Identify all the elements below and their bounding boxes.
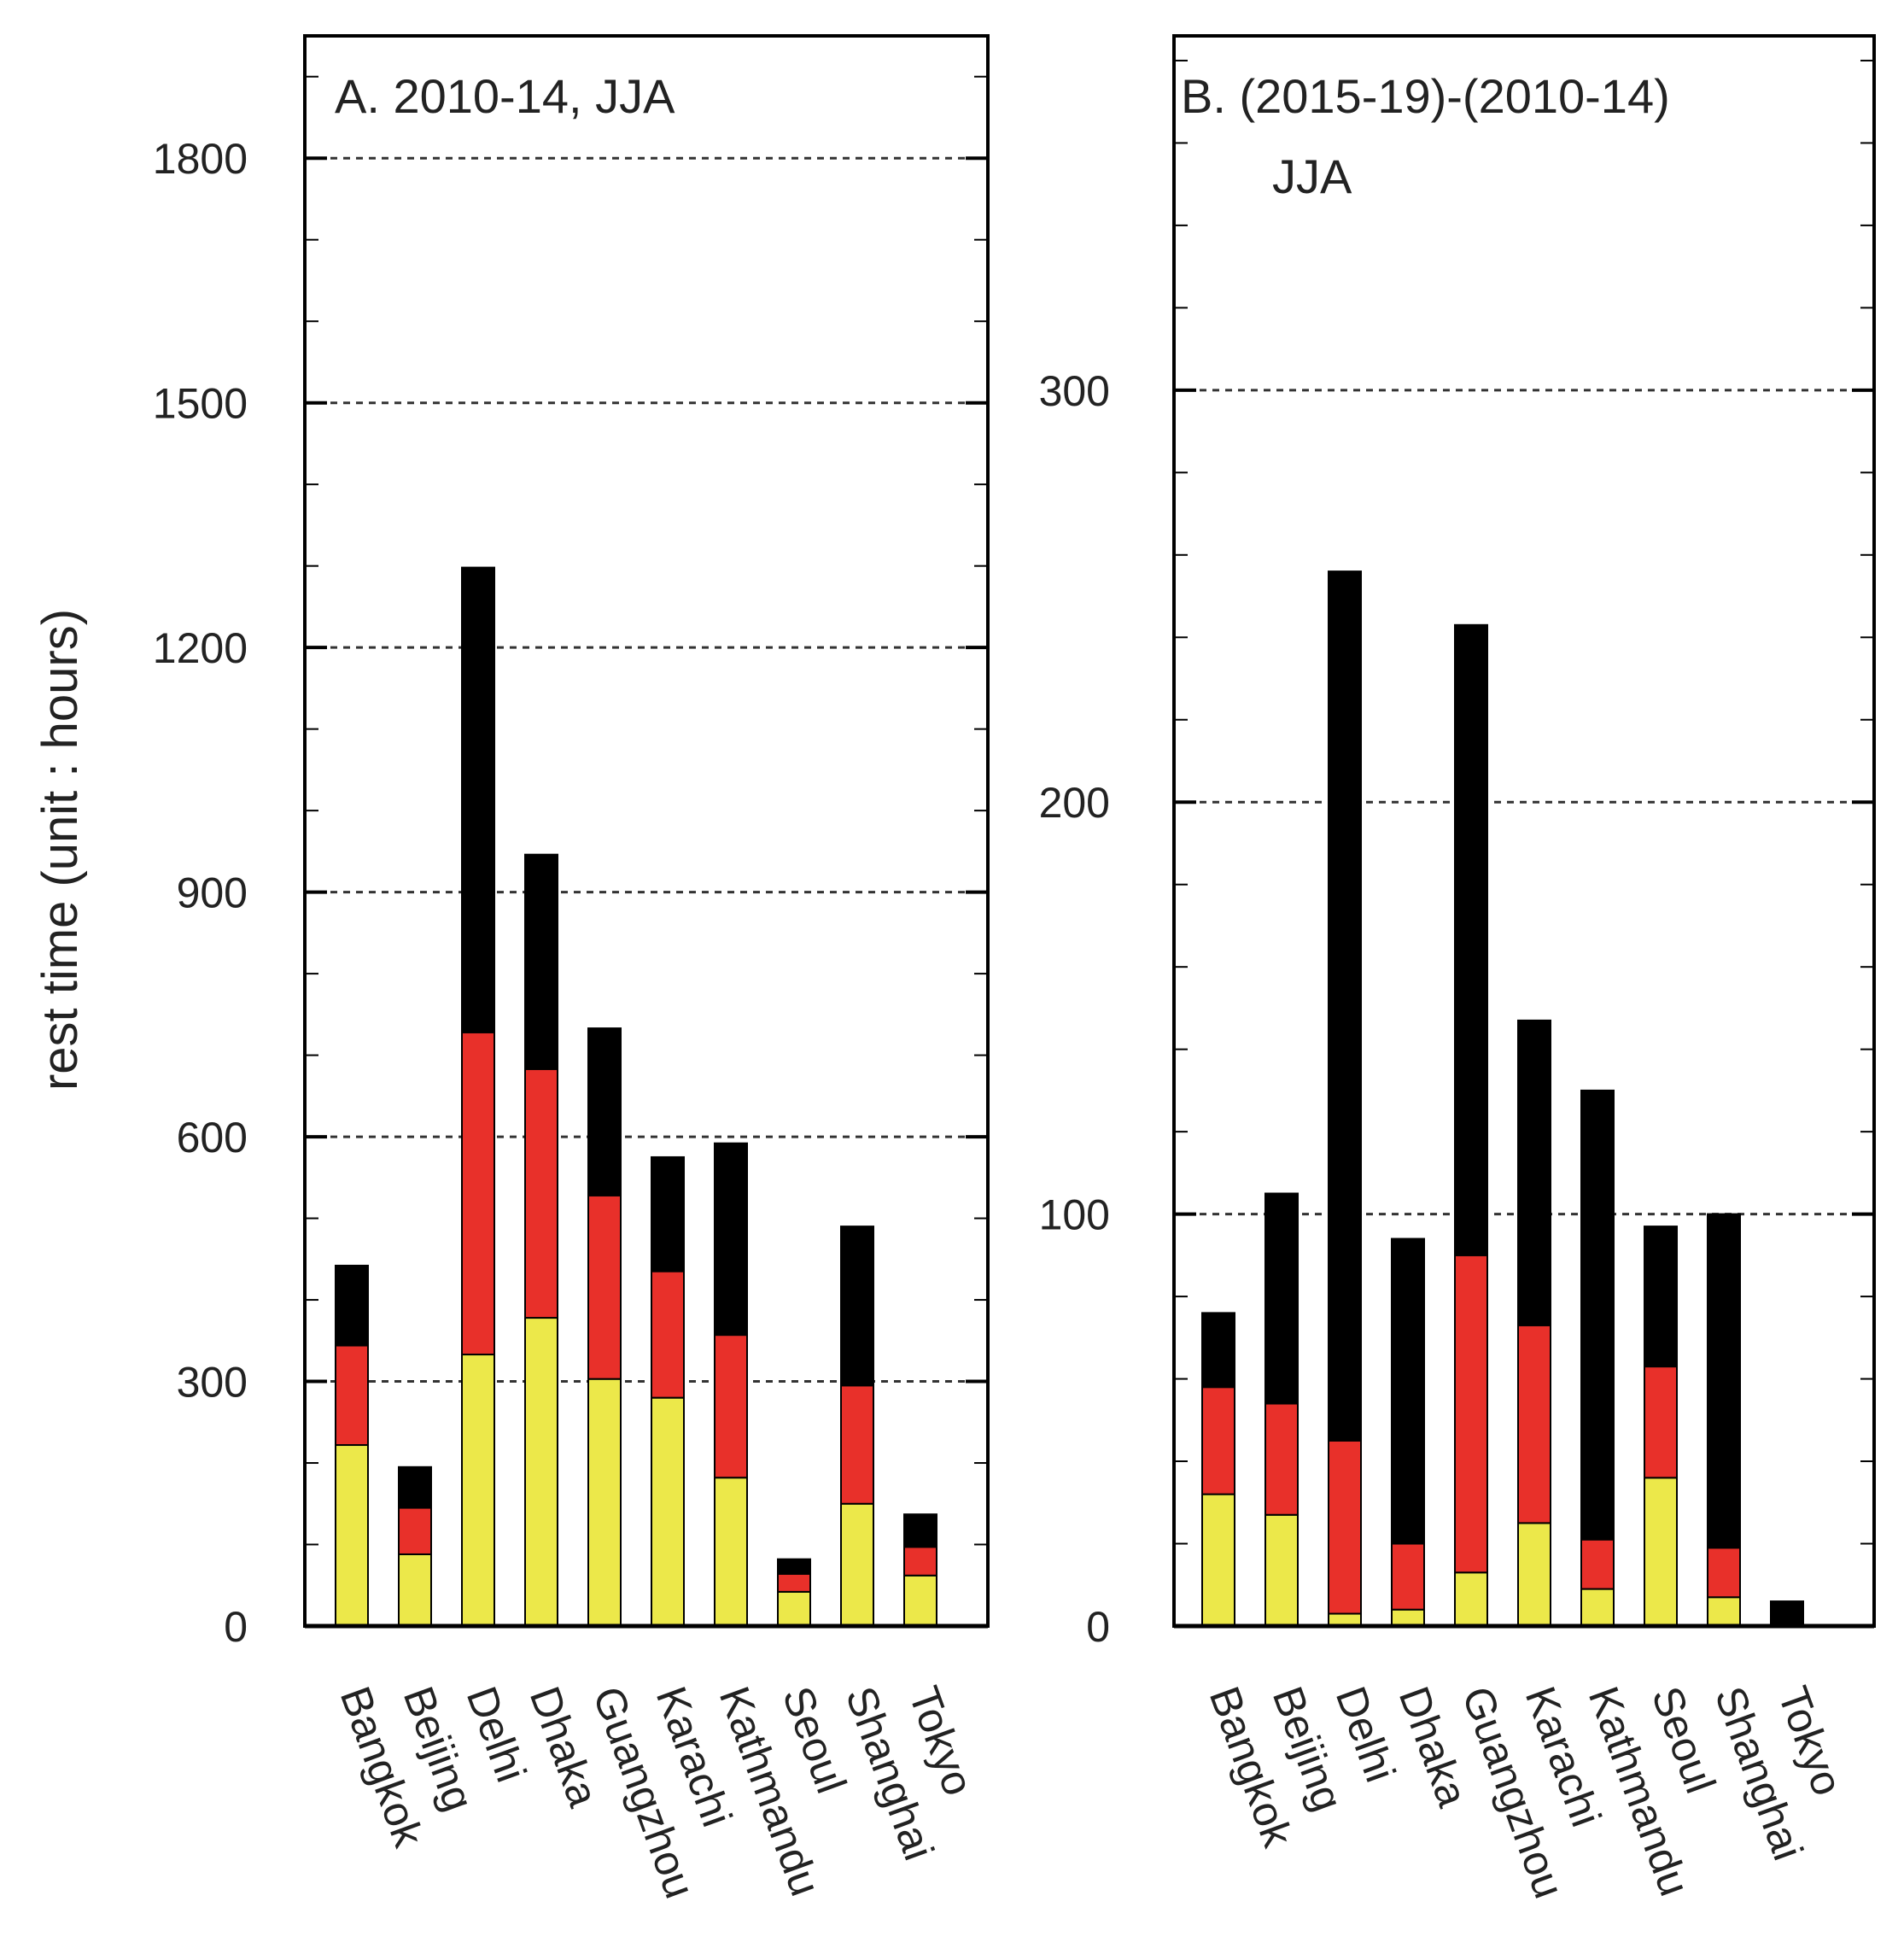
bar-black-karachi bbox=[651, 1155, 685, 1272]
y-tick-label: 300 bbox=[177, 1359, 248, 1407]
bar-yellow-delhi bbox=[461, 1354, 495, 1628]
bar-red-kathmandu bbox=[1580, 1538, 1615, 1590]
bar-black-dhaka bbox=[524, 853, 558, 1070]
y-tick-label: 0 bbox=[224, 1603, 248, 1651]
bar-red-bangkok bbox=[1201, 1386, 1235, 1495]
bar-yellow-seoul bbox=[777, 1590, 811, 1627]
bar-red-seoul bbox=[777, 1572, 811, 1593]
bar-red-karachi bbox=[1517, 1324, 1551, 1524]
y-axis-title: rest time (unit : hours) bbox=[32, 609, 88, 1091]
y-tick-label: 100 bbox=[1039, 1191, 1110, 1239]
bar-red-karachi bbox=[651, 1270, 685, 1399]
bar-red-seoul bbox=[1644, 1366, 1678, 1479]
bar-yellow-tokyo bbox=[903, 1574, 937, 1628]
bar-yellow-dhaka bbox=[1391, 1608, 1425, 1628]
bar-yellow-seoul bbox=[1644, 1477, 1678, 1627]
bar-black-bangkok bbox=[335, 1264, 369, 1347]
bar-red-beijing bbox=[1264, 1402, 1299, 1516]
panel-b-subtitle: JJA bbox=[1272, 149, 1352, 203]
bar-yellow-shanghai bbox=[1707, 1596, 1741, 1627]
bar-yellow-guangzhou bbox=[587, 1378, 622, 1627]
bar-black-guangzhou bbox=[1454, 623, 1488, 1256]
bar-red-tokyo bbox=[903, 1546, 937, 1577]
bar-black-beijing bbox=[1264, 1192, 1299, 1405]
bar-yellow-kathmandu bbox=[714, 1477, 748, 1628]
y-tick-label: 0 bbox=[1086, 1603, 1110, 1651]
bar-red-guangzhou bbox=[1454, 1254, 1488, 1574]
bar-red-guangzhou bbox=[587, 1194, 622, 1380]
bar-black-karachi bbox=[1517, 1019, 1551, 1326]
bar-black-bangkok bbox=[1201, 1312, 1235, 1389]
bar-black-seoul bbox=[777, 1558, 811, 1575]
bar-yellow-bangkok bbox=[1201, 1493, 1235, 1628]
bar-black-kathmandu bbox=[1580, 1089, 1615, 1541]
bar-yellow-beijing bbox=[1264, 1513, 1299, 1627]
bar-black-tokyo bbox=[903, 1513, 937, 1548]
bar-black-dhaka bbox=[1391, 1237, 1425, 1545]
bar-red-bangkok bbox=[335, 1344, 369, 1447]
bar-black-seoul bbox=[1644, 1226, 1678, 1368]
bar-red-dhaka bbox=[524, 1068, 558, 1319]
y-tick-label: 1500 bbox=[153, 380, 248, 428]
bar-yellow-bangkok bbox=[335, 1444, 369, 1627]
bar-black-shanghai bbox=[840, 1226, 874, 1387]
bar-yellow-shanghai bbox=[840, 1502, 874, 1628]
y-tick-label: 1200 bbox=[153, 624, 248, 672]
bar-red-beijing bbox=[398, 1506, 432, 1555]
panel-a-title: A. 2010-14, JJA bbox=[335, 69, 675, 123]
y-tick-label: 600 bbox=[177, 1114, 248, 1161]
bar-yellow-dhaka bbox=[524, 1317, 558, 1627]
y-tick-label: 1800 bbox=[153, 135, 248, 183]
bar-black-beijing bbox=[398, 1466, 432, 1509]
panel-b-frame bbox=[1172, 34, 1876, 1628]
bar-red-delhi bbox=[461, 1031, 495, 1356]
bar-yellow-karachi bbox=[1517, 1522, 1551, 1628]
bar-black-kathmandu bbox=[714, 1142, 748, 1337]
bar-black-tokyo bbox=[1770, 1600, 1804, 1628]
y-tick-label: 300 bbox=[1039, 367, 1110, 415]
bar-black-shanghai bbox=[1707, 1213, 1741, 1549]
panel-b-title: B. (2015-19)-(2010-14) bbox=[1181, 69, 1670, 123]
bar-red-shanghai bbox=[840, 1384, 874, 1505]
bar-yellow-beijing bbox=[398, 1553, 432, 1628]
panel-a-frame bbox=[303, 34, 990, 1628]
y-tick-label: 900 bbox=[177, 869, 248, 917]
bar-yellow-karachi bbox=[651, 1396, 685, 1627]
bar-red-shanghai bbox=[1707, 1547, 1741, 1599]
bar-black-guangzhou bbox=[587, 1027, 622, 1196]
bar-black-delhi bbox=[1328, 570, 1362, 1442]
bar-yellow-kathmandu bbox=[1580, 1588, 1615, 1627]
bar-red-delhi bbox=[1328, 1439, 1362, 1615]
y-tick-label: 200 bbox=[1039, 779, 1110, 827]
bar-red-kathmandu bbox=[714, 1334, 748, 1479]
bar-yellow-guangzhou bbox=[1454, 1571, 1488, 1628]
bar-black-delhi bbox=[461, 566, 495, 1033]
bar-red-dhaka bbox=[1391, 1542, 1425, 1611]
